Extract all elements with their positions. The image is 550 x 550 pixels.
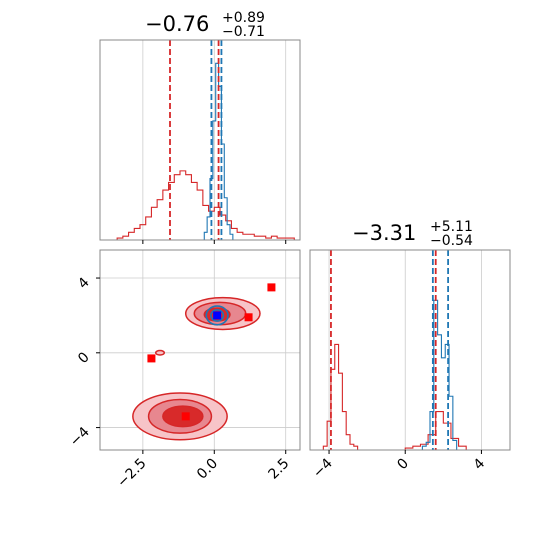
red-truth-marker — [147, 354, 156, 363]
y-tick-label-param2: 0 — [75, 349, 93, 367]
red-truth-marker — [267, 283, 276, 292]
blue-histogram-param2 — [416, 299, 461, 451]
blue-density-contour — [210, 309, 225, 322]
hist2-frame — [309, 249, 511, 451]
y-tick-label-param2: 4 — [75, 274, 93, 292]
red-histogram-param2 — [310, 343, 471, 451]
title-param1-plus: +0.89 — [222, 10, 265, 26]
y-tick-label-param2: −4 — [67, 424, 93, 450]
x-tick-label-param1: 2.5 — [265, 456, 292, 483]
scatter-frame — [99, 249, 301, 451]
title-param1: −0.76 — [145, 12, 209, 36]
title-param2-plus: +5.11 — [430, 219, 473, 235]
title-param2-median: −3.31 — [352, 221, 416, 245]
red-truth-marker — [244, 313, 253, 322]
blue-density-contour — [205, 305, 229, 326]
hist1-frame — [99, 39, 301, 241]
x-tick-label-param1: 0.0 — [194, 456, 221, 483]
blue-truth-marker — [213, 311, 222, 320]
x-tick-label-param2: 0 — [394, 456, 412, 474]
histogram-panel-param1 — [99, 39, 301, 244]
scatter-panel: −2.5 0.0 2.5 4 0 −4 — [67, 249, 301, 491]
blue-histogram-param1 — [201, 62, 237, 241]
x-tick-label-param2: −4 — [310, 455, 336, 481]
title-param1-minus: −0.71 — [222, 24, 265, 40]
title-param1-median: −0.76 — [145, 12, 209, 36]
red-truth-marker — [181, 412, 190, 421]
title-param2: −3.31 — [352, 221, 416, 245]
red-histogram-param1 — [100, 170, 299, 241]
red-density-contour — [154, 349, 166, 356]
x-tick-label-param2: 4 — [471, 455, 489, 473]
title-param2-minus: −0.54 — [430, 233, 473, 249]
x-tick-label-param1: −2.5 — [114, 456, 149, 491]
histogram-panel-param2: −4 0 4 — [309, 249, 511, 481]
